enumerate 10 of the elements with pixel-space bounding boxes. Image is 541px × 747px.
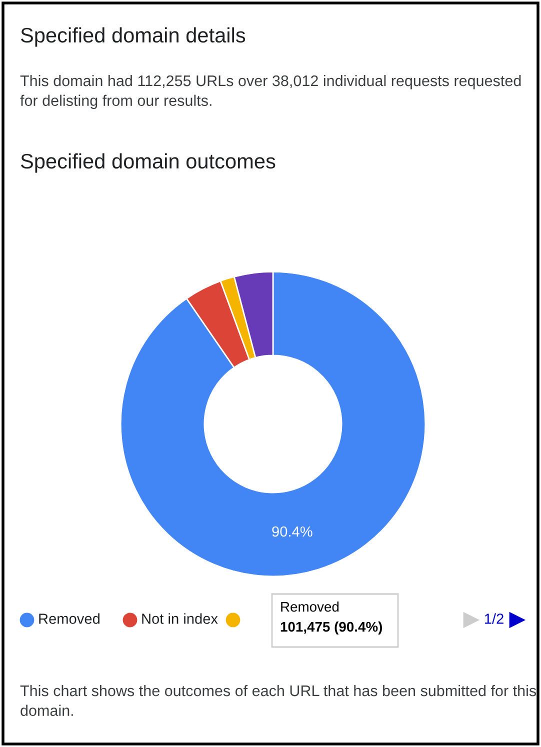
text: 1/2 [484, 613, 504, 624]
donut-slice [120, 270, 426, 578]
legend-label: Removed [39, 613, 100, 624]
text: This domain had 112,255 URLs over 38,012 individual requests requested for delisting from our results. [20, 74, 521, 110]
text: Specified domain details [20, 27, 246, 47]
text: Removed 101,475 (90.4%) [280, 602, 382, 634]
chart-title: Specified domain outcomes [20, 153, 276, 173]
data-label: 90.4% [272, 526, 312, 537]
text: This chart shows the outcomes of each URL that has been submitted for this domain. [20, 684, 536, 716]
legend-label: Not in index [142, 613, 218, 624]
